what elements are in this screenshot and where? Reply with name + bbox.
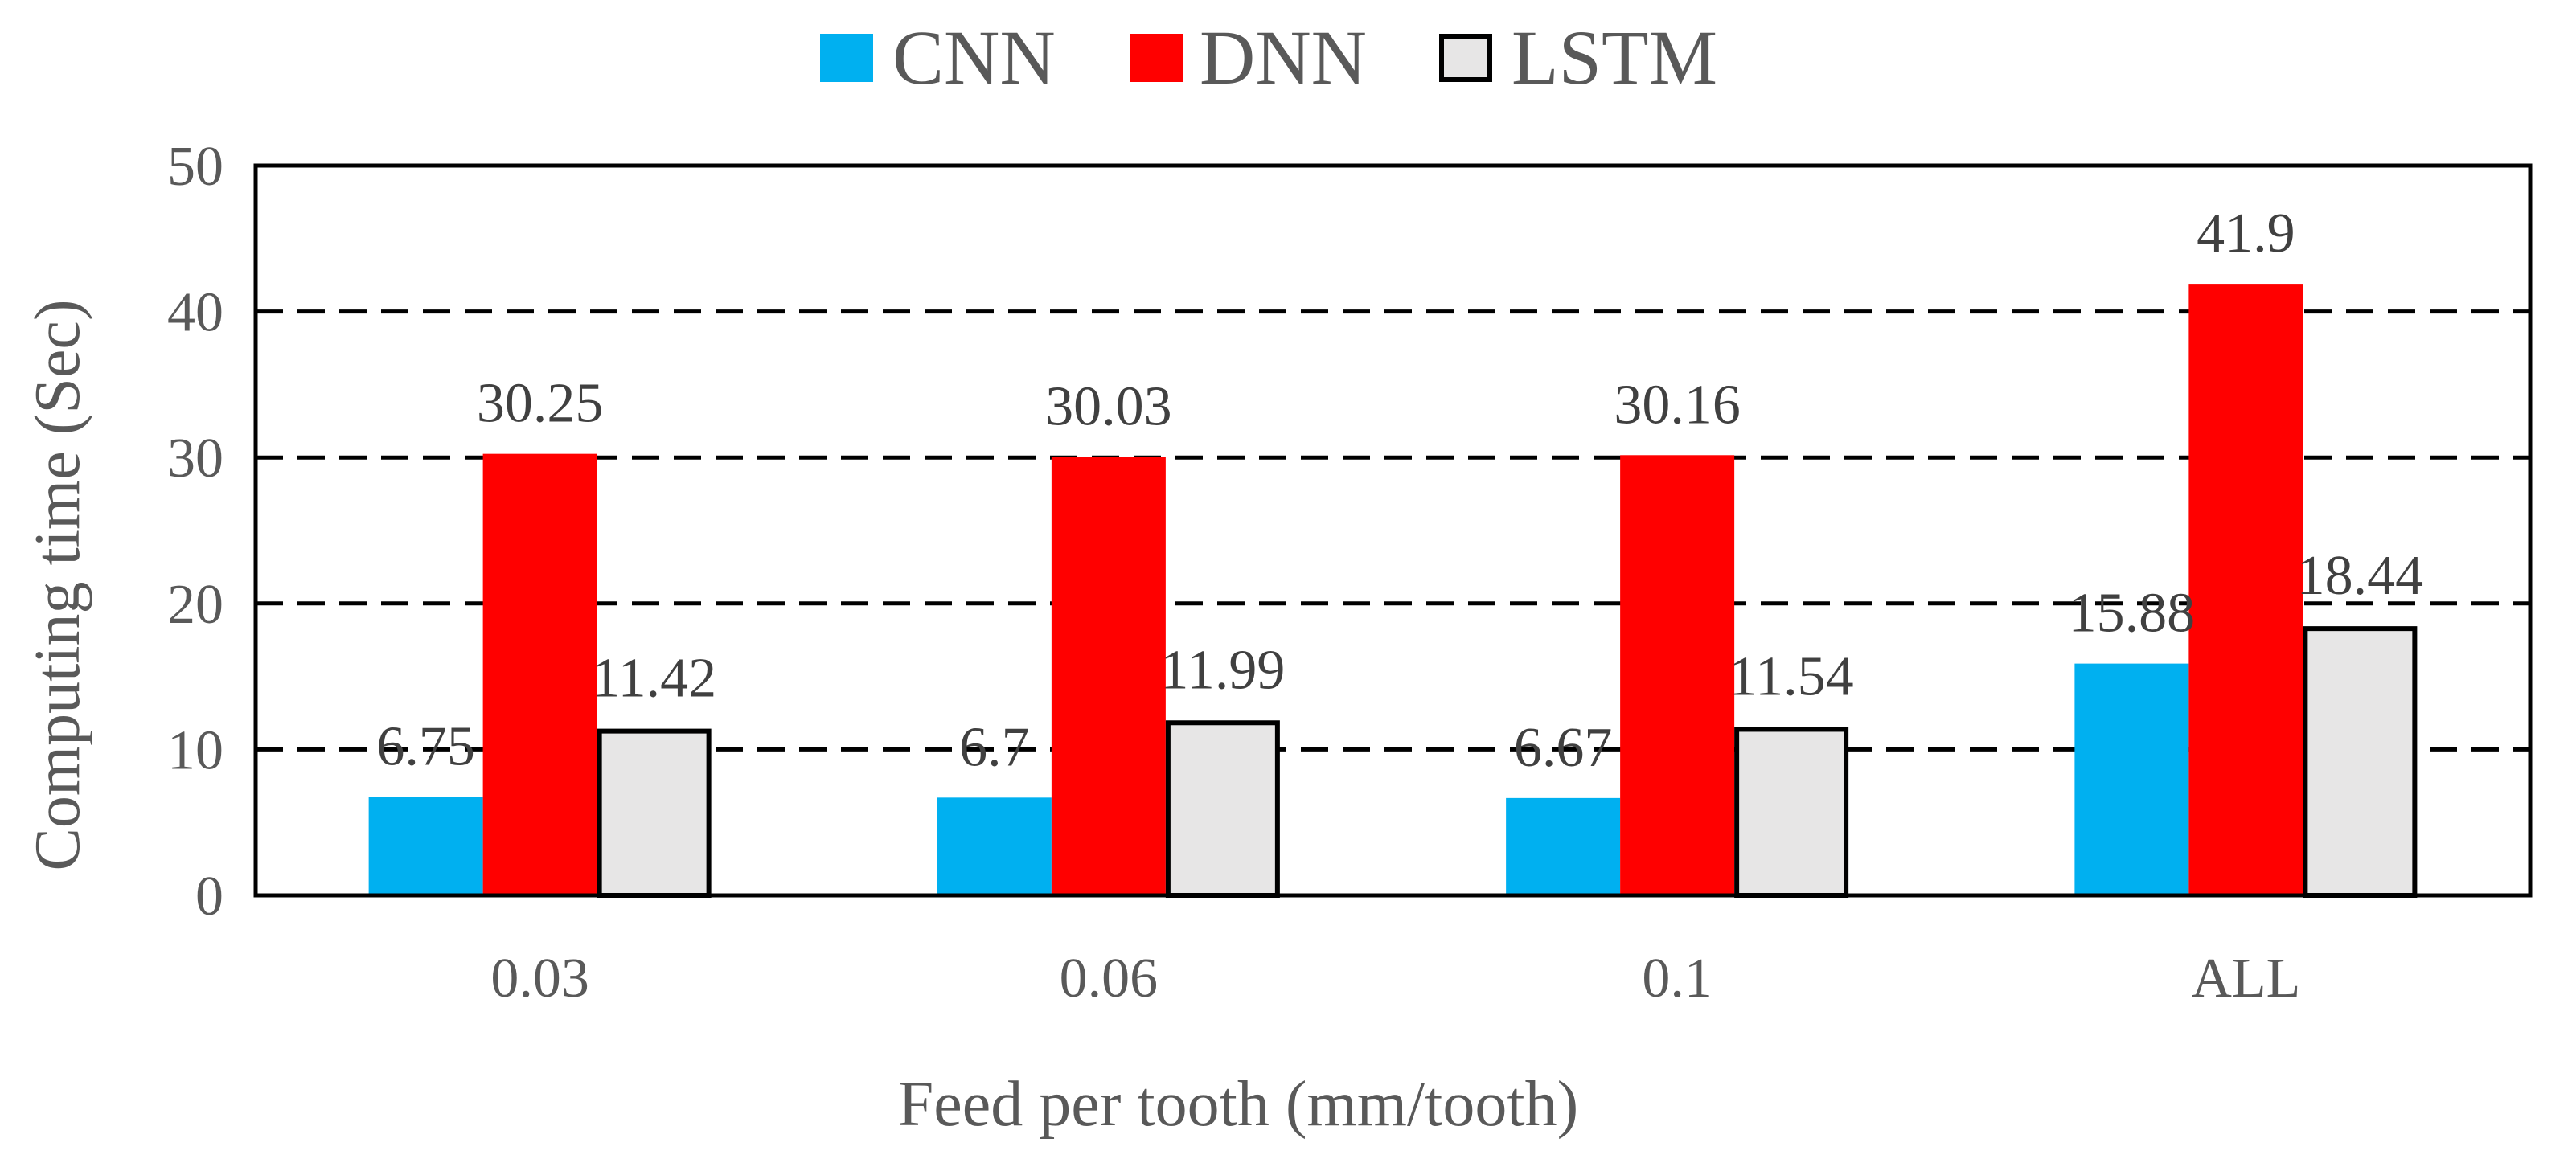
legend-label-lstm: LSTM — [1512, 14, 1717, 100]
plot-border — [253, 163, 2533, 898]
x-tick-label-0: 0.03 — [490, 948, 589, 1010]
y-axis-ticks: 0 10 20 30 40 50 — [167, 136, 224, 928]
y-tick-label-40: 40 — [167, 282, 224, 344]
legend-label-cnn: CNN — [892, 14, 1056, 100]
bar-lstm-3 — [2303, 626, 2418, 898]
data-label-cnn-1: 6.7 — [959, 716, 1030, 778]
data-label-lstm-0: 11.42 — [592, 648, 716, 710]
bar-dnn-0 — [482, 453, 597, 895]
y-axis-title: Computing time (Sec) — [23, 299, 93, 870]
plot-frame — [253, 163, 2533, 898]
bar-cnn-1 — [937, 797, 1052, 895]
legend-swatch-dnn — [1130, 34, 1183, 82]
legend-swatch-cnn — [820, 34, 873, 82]
bar-dnn-2 — [1620, 455, 1735, 895]
legend-label-dnn: DNN — [1200, 14, 1367, 100]
bars — [368, 284, 2418, 898]
bar-cnn-3 — [2074, 663, 2189, 895]
data-label-lstm-3: 18.44 — [2297, 545, 2424, 607]
bar-lstm-1 — [1165, 720, 1280, 898]
y-tick-label-10: 10 — [167, 719, 224, 781]
bar-dnn-1 — [1051, 457, 1166, 895]
y-tick-label-50: 50 — [167, 136, 224, 198]
data-label-cnn-0: 6.75 — [376, 715, 475, 777]
bar-cnn-2 — [1506, 797, 1621, 895]
y-tick-label-20: 20 — [167, 574, 224, 636]
x-tick-label-1: 0.06 — [1060, 948, 1159, 1010]
x-axis-title: Feed per tooth (mm/tooth) — [898, 1069, 1579, 1140]
y-tick-label-30: 30 — [167, 428, 224, 489]
legend: CNN DNN LSTM — [820, 14, 1717, 100]
data-label-dnn-3: 41.9 — [2197, 203, 2295, 264]
bar-lstm-0 — [597, 728, 712, 898]
x-tick-label-2: 0.1 — [1642, 948, 1713, 1010]
data-label-dnn-0: 30.25 — [477, 373, 604, 435]
data-label-lstm-1: 11.99 — [1160, 639, 1285, 701]
bar-cnn-0 — [368, 797, 483, 895]
data-labels: 6.75 30.25 11.42 6.7 30.03 11.99 6.67 30.16 11.5… — [376, 203, 2423, 779]
bar-dnn-3 — [2188, 284, 2303, 895]
x-axis-ticks: 0.03 0.06 0.1 ALL — [490, 948, 2300, 1010]
data-label-cnn-3: 15.88 — [2069, 583, 2196, 645]
data-label-dnn-2: 30.16 — [1614, 374, 1741, 436]
bar-lstm-2 — [1734, 727, 1849, 898]
data-label-cnn-2: 6.67 — [1514, 717, 1613, 779]
legend-swatch-lstm — [1439, 34, 1492, 82]
data-label-lstm-2: 11.54 — [1729, 645, 1854, 707]
data-label-dnn-1: 30.03 — [1045, 376, 1172, 438]
y-tick-label-0: 0 — [195, 866, 224, 928]
x-tick-label-3: ALL — [2191, 948, 2300, 1010]
